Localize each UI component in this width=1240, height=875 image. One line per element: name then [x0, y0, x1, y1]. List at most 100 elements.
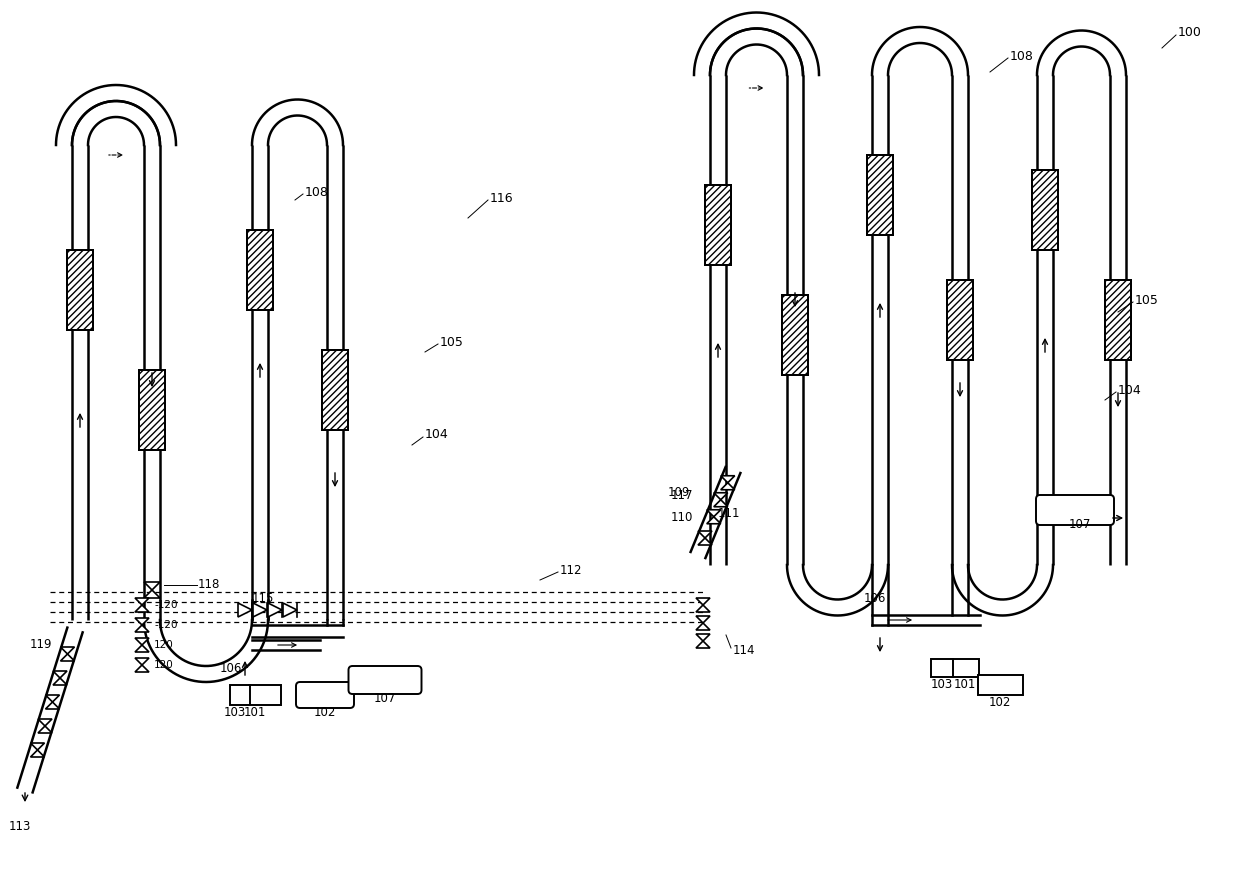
- Polygon shape: [787, 565, 888, 615]
- Bar: [247, 230, 273, 310]
- FancyBboxPatch shape: [296, 682, 353, 708]
- Text: 118: 118: [198, 578, 221, 592]
- Text: 102: 102: [314, 706, 336, 719]
- Text: 104: 104: [1118, 383, 1142, 396]
- Bar: [249, 685, 281, 705]
- Polygon shape: [38, 719, 52, 726]
- Polygon shape: [283, 603, 298, 617]
- Polygon shape: [696, 605, 711, 612]
- Polygon shape: [698, 538, 712, 545]
- Text: 110: 110: [671, 511, 693, 524]
- Polygon shape: [872, 27, 968, 75]
- Polygon shape: [696, 634, 711, 641]
- Polygon shape: [144, 590, 160, 598]
- Polygon shape: [714, 500, 728, 507]
- Bar: [867, 155, 893, 235]
- Polygon shape: [53, 671, 67, 678]
- Bar: [951, 659, 980, 677]
- Text: 114: 114: [733, 643, 755, 656]
- Text: 101: 101: [244, 705, 267, 718]
- Text: 113: 113: [9, 820, 31, 833]
- Bar: [782, 295, 808, 375]
- Bar: [931, 659, 954, 677]
- Polygon shape: [696, 641, 711, 648]
- Text: 120: 120: [154, 660, 174, 670]
- Polygon shape: [135, 658, 149, 665]
- Polygon shape: [1037, 31, 1126, 75]
- Polygon shape: [56, 85, 176, 145]
- Text: 105: 105: [1135, 293, 1159, 306]
- Polygon shape: [714, 493, 728, 500]
- Polygon shape: [72, 101, 160, 145]
- FancyBboxPatch shape: [1035, 495, 1114, 525]
- Text: 108: 108: [305, 186, 329, 199]
- Polygon shape: [53, 678, 67, 685]
- Text: 116: 116: [490, 192, 513, 205]
- Text: 106: 106: [864, 592, 887, 605]
- Polygon shape: [720, 476, 735, 483]
- Polygon shape: [698, 531, 712, 538]
- Polygon shape: [711, 29, 804, 75]
- Polygon shape: [135, 645, 149, 652]
- Bar: [229, 685, 250, 705]
- Bar: [1105, 280, 1131, 360]
- Polygon shape: [952, 565, 1053, 615]
- Text: 107: 107: [1069, 519, 1091, 531]
- FancyBboxPatch shape: [348, 666, 422, 694]
- Polygon shape: [135, 618, 149, 625]
- Polygon shape: [135, 605, 149, 612]
- Text: -120: -120: [154, 600, 177, 610]
- Polygon shape: [144, 582, 160, 590]
- Text: 106: 106: [219, 662, 242, 675]
- Text: 107: 107: [373, 691, 397, 704]
- Polygon shape: [707, 510, 720, 517]
- Polygon shape: [696, 623, 711, 630]
- Text: 103: 103: [224, 705, 246, 718]
- Polygon shape: [46, 695, 60, 702]
- Polygon shape: [135, 598, 149, 605]
- Bar: [782, 295, 808, 375]
- Polygon shape: [696, 598, 711, 605]
- Bar: [247, 230, 273, 310]
- Polygon shape: [46, 702, 60, 709]
- Bar: [322, 350, 348, 430]
- Polygon shape: [268, 603, 281, 617]
- Text: 101: 101: [954, 678, 976, 691]
- Polygon shape: [707, 517, 720, 524]
- Text: 111: 111: [718, 507, 740, 520]
- Bar: [947, 280, 973, 360]
- Polygon shape: [694, 12, 818, 75]
- Text: 117: 117: [671, 489, 693, 502]
- Bar: [867, 155, 893, 235]
- Text: 104: 104: [425, 429, 449, 442]
- Polygon shape: [135, 665, 149, 672]
- Polygon shape: [720, 483, 735, 490]
- Polygon shape: [31, 743, 45, 750]
- Bar: [322, 350, 348, 430]
- Bar: [706, 185, 732, 265]
- Text: 112: 112: [560, 564, 583, 577]
- Bar: [67, 250, 93, 330]
- Bar: [1032, 170, 1058, 250]
- Bar: [977, 675, 1023, 695]
- Text: 115: 115: [252, 592, 274, 605]
- Polygon shape: [38, 726, 52, 733]
- Text: 120: 120: [154, 640, 174, 650]
- Text: 119: 119: [30, 639, 52, 652]
- Bar: [139, 370, 165, 450]
- Polygon shape: [135, 638, 149, 645]
- Text: 109: 109: [668, 486, 691, 499]
- Bar: [947, 280, 973, 360]
- Bar: [1105, 280, 1131, 360]
- Polygon shape: [31, 750, 45, 757]
- Polygon shape: [238, 603, 252, 617]
- Polygon shape: [61, 647, 74, 654]
- Polygon shape: [696, 616, 711, 623]
- Bar: [139, 370, 165, 450]
- Bar: [1032, 170, 1058, 250]
- Text: 103: 103: [931, 678, 954, 691]
- Polygon shape: [144, 620, 268, 682]
- Bar: [67, 250, 93, 330]
- Text: 102: 102: [988, 696, 1011, 710]
- Polygon shape: [253, 603, 267, 617]
